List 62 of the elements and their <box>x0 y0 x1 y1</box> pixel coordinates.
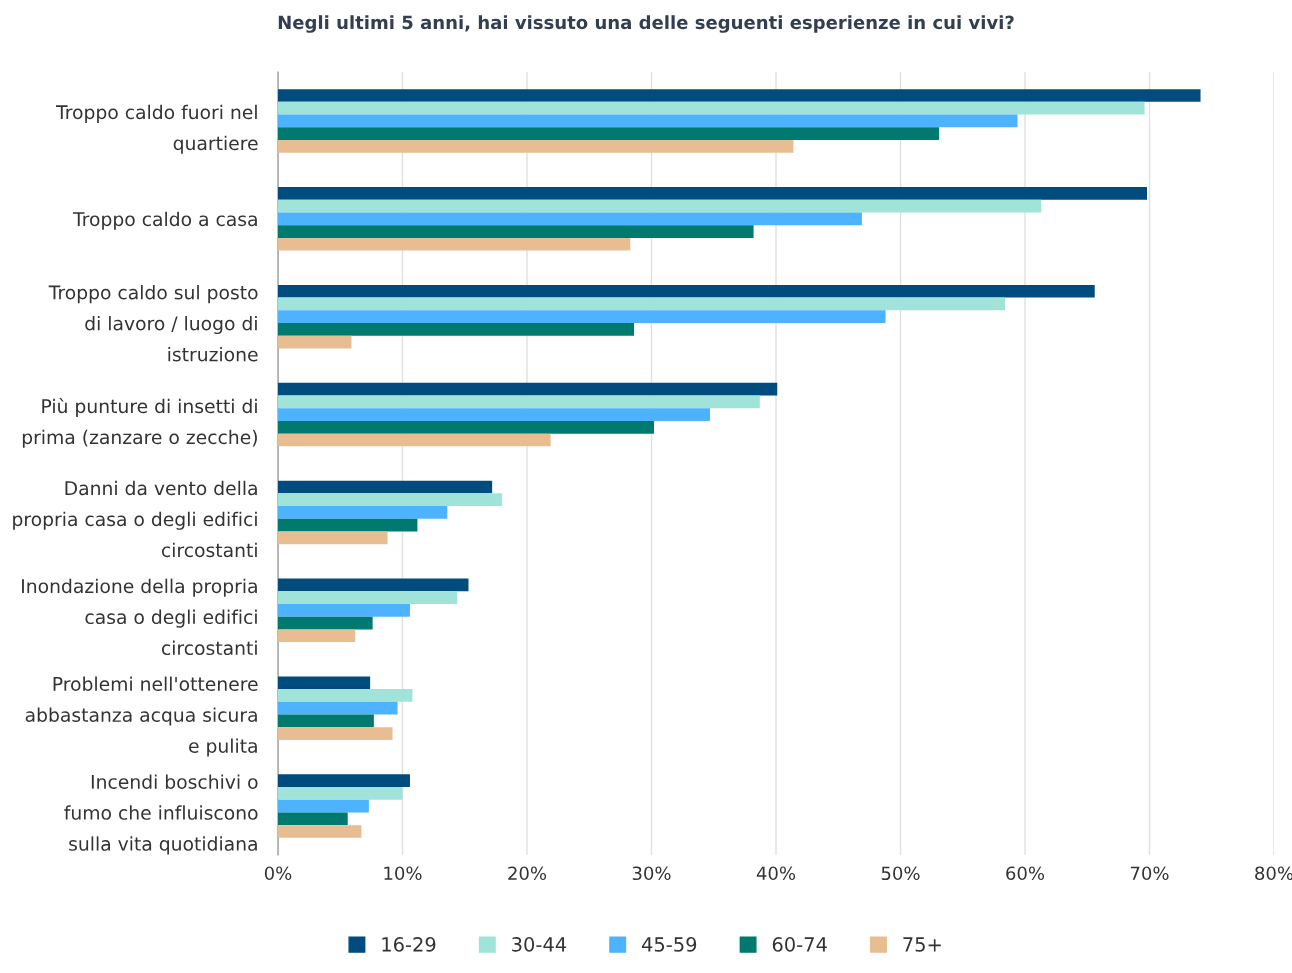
legend-label: 60-74 <box>772 937 827 952</box>
chart-title: Negli ultimi 5 anni, hai vissuto una delle seguenti esperienze in cui vivi? <box>278 15 1014 33</box>
y-tick-label: Problemi nell'ottenere abbastanza acqua sicura e pulita <box>25 676 258 757</box>
bar <box>278 689 413 702</box>
bar <box>278 578 469 592</box>
x-tick-label: 10% <box>384 866 422 881</box>
y-tick-label: Danni da vento della propria casa o degli edifici circostanti <box>13 480 257 558</box>
bar <box>278 812 348 826</box>
legend-label: 45-59 <box>641 937 697 952</box>
bar <box>278 616 373 630</box>
bar <box>278 506 448 519</box>
legend-label: 16-29 <box>382 937 436 952</box>
bar <box>278 237 631 251</box>
x-tick-label: 60% <box>1006 866 1045 881</box>
x-tick-label: 20% <box>508 866 547 881</box>
bar <box>278 395 760 409</box>
bar <box>278 603 410 617</box>
bar <box>278 140 794 153</box>
bar <box>278 518 418 532</box>
bar <box>278 701 398 715</box>
y-tick-label: Troppo caldo sul posto di lavoro / luogo di istruzione <box>48 285 258 362</box>
bar <box>278 774 410 787</box>
bar <box>278 335 352 349</box>
bar <box>278 89 1201 102</box>
bar <box>278 799 369 813</box>
bar <box>278 433 551 447</box>
y-tick-label: Incendi boschivi o fumo che influiscono sulla vita quotidiana <box>64 774 258 855</box>
x-tick-label: 0% <box>264 866 292 881</box>
y-tick-label: Troppo caldo a casa <box>72 211 257 230</box>
bar <box>278 629 356 643</box>
bar <box>278 493 503 507</box>
bar <box>278 786 403 800</box>
bar <box>278 101 1145 115</box>
bar <box>278 114 1018 128</box>
x-tick-label: 50% <box>881 866 920 881</box>
bar <box>278 480 493 494</box>
bar <box>278 225 754 238</box>
y-tick-label: Troppo caldo fuori nel quartiere <box>56 104 258 154</box>
bar <box>278 323 635 336</box>
bar <box>278 825 362 838</box>
bar <box>278 531 388 545</box>
bar <box>278 382 778 396</box>
bar <box>278 408 711 421</box>
bar <box>278 284 1095 298</box>
bar <box>278 676 371 690</box>
legend-label: 75+ <box>903 937 941 952</box>
bar <box>278 127 940 141</box>
bar <box>278 212 862 226</box>
bar <box>278 187 1148 200</box>
x-tick-label: 40% <box>756 866 796 881</box>
x-tick-label: 70% <box>1130 866 1169 881</box>
bar <box>278 420 654 434</box>
y-tick-label: Più punture di insetti di prima (zanzare o zecche) <box>22 397 257 448</box>
x-tick-label: 30% <box>632 866 671 881</box>
bar <box>278 199 1042 213</box>
bar <box>278 727 393 740</box>
y-tick-label: Inondazione della propria casa o degli edifici circostanti <box>22 578 257 656</box>
bar <box>278 297 1006 311</box>
legend-label: 30-44 <box>512 937 567 952</box>
bar <box>278 591 458 604</box>
bar <box>278 310 886 324</box>
bar <box>278 714 374 728</box>
